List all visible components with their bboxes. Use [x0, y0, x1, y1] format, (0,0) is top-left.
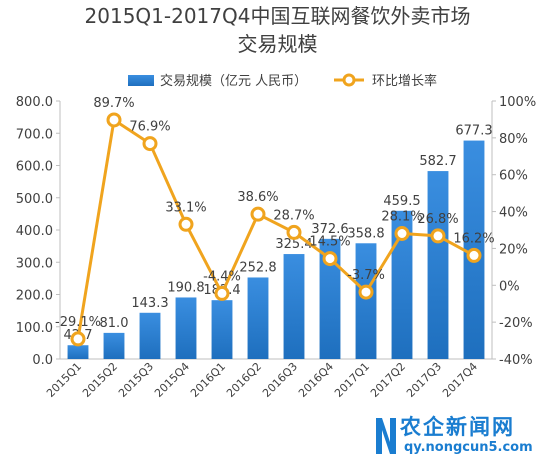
bar [175, 297, 197, 359]
growth-point [70, 331, 86, 347]
growth-point [106, 112, 122, 128]
y-left-tick-label: 300.0 [16, 256, 53, 271]
bar-value-label: 372.6 [311, 222, 348, 237]
bar-labels: 42.781.0143.3190.8182.4252.8325.4372.635… [64, 124, 493, 344]
x-tick-label: 2016Q2 [224, 360, 264, 400]
growth-point [394, 226, 410, 242]
chart-title-line2: 交易规模 [237, 32, 318, 56]
bar [355, 243, 377, 359]
bar-value-label: 459.5 [383, 194, 420, 209]
watermark-brand: 农企新闻网 [400, 415, 515, 439]
y-right-tick-label: 60% [499, 169, 528, 184]
watermark-url: qy.nongcun5.com [404, 440, 533, 455]
growth-point [358, 284, 374, 300]
x-tick-label: 2017Q3 [404, 360, 444, 400]
x-tick-label: 2015Q2 [80, 360, 120, 400]
y-right-tick-label: 100% [499, 95, 536, 110]
bar [283, 254, 305, 359]
bar [247, 277, 269, 359]
bar [427, 171, 449, 359]
x-tick-label: 2016Q4 [296, 360, 336, 400]
chart-title-line1: 2015Q1-2017Q4中国互联网餐饮外卖市场 [84, 4, 471, 28]
growth-point [466, 247, 482, 263]
x-tick-label: 2017Q2 [368, 360, 408, 400]
y-left-tick-label: 200.0 [16, 289, 53, 304]
bars [67, 140, 485, 359]
x-tick-label: 2017Q1 [332, 360, 372, 400]
y-right-tick-label: 40% [499, 206, 528, 221]
bar-value-label: 190.8 [167, 280, 204, 295]
growth-value-label: 38.6% [237, 190, 278, 205]
growth-value-label: 26.8% [417, 212, 458, 227]
growth-point [214, 285, 230, 301]
growth-value-label: 89.7% [93, 96, 134, 111]
growth-value-label: -4.4% [203, 269, 241, 284]
growth-point [430, 228, 446, 244]
bar-value-label: 582.7 [419, 154, 456, 169]
y-right-tick-label: 0% [499, 279, 520, 294]
growth-value-label: 33.1% [165, 200, 206, 215]
x-tick-label: 2015Q4 [152, 360, 192, 400]
x-tick-label: 2016Q3 [260, 360, 300, 400]
growth-value-label: 28.7% [273, 208, 314, 223]
growth-point [286, 224, 302, 240]
legend: 交易规模（亿元 人民币） 环比增长率 [128, 73, 437, 89]
bar-value-label: 81.0 [100, 316, 129, 331]
bar [319, 238, 341, 359]
legend-line-label: 环比增长率 [372, 73, 437, 89]
growth-value-label: 76.9% [129, 120, 170, 135]
bar [391, 210, 413, 359]
y-left-tick-label: 100.0 [16, 321, 53, 336]
bar [103, 332, 125, 359]
y-left-tick-label: 500.0 [16, 192, 53, 207]
y-right-tick-label: 80% [499, 132, 528, 147]
growth-value-label: 28.1% [381, 210, 422, 225]
x-tick-label: 2015Q3 [116, 360, 156, 400]
bar-value-label: 252.8 [239, 260, 276, 275]
bar-value-label: 677.3 [455, 124, 492, 139]
growth-point [178, 216, 194, 232]
growth-value-label: 14.5% [309, 235, 350, 250]
legend-line-marker [342, 73, 356, 87]
growth-value-label: -29.1% [55, 315, 101, 330]
y-left-tick-label: 600.0 [16, 160, 53, 175]
y-right-tick-label: 20% [499, 242, 528, 257]
growth-point [250, 206, 266, 222]
growth-point [142, 136, 158, 152]
y-left-tick-label: 700.0 [16, 127, 53, 142]
watermark-logo-icon [376, 418, 396, 454]
y-right-tick-label: -20% [499, 316, 533, 331]
x-tick-label: 2017Q4 [440, 360, 480, 400]
growth-labels: -29.1% 89.7% 76.9% 33.1% -4.4% 38.6% 28.7% 14.5… [55, 96, 495, 330]
growth-value-label: 16.2% [453, 231, 494, 246]
bar-value-label: 358.8 [347, 226, 384, 241]
x-tick-label: 2016Q1 [188, 360, 228, 400]
y-left-tick-label: 0.0 [32, 353, 53, 368]
growth-line [70, 112, 482, 347]
bar [139, 312, 161, 359]
bar [67, 345, 89, 359]
y-right-tick-label: -40% [499, 353, 533, 368]
legend-bar-swatch [128, 75, 154, 86]
growth-value-label: -3.7% [347, 268, 385, 283]
growth-point [322, 251, 338, 267]
y-left-tick-label: 800.0 [16, 95, 53, 110]
bar-value-label: 143.3 [131, 296, 168, 311]
y-left-tick-label: 400.0 [16, 224, 53, 239]
bar [211, 300, 233, 359]
legend-bar-label: 交易规模（亿元 人民币） [160, 73, 307, 89]
